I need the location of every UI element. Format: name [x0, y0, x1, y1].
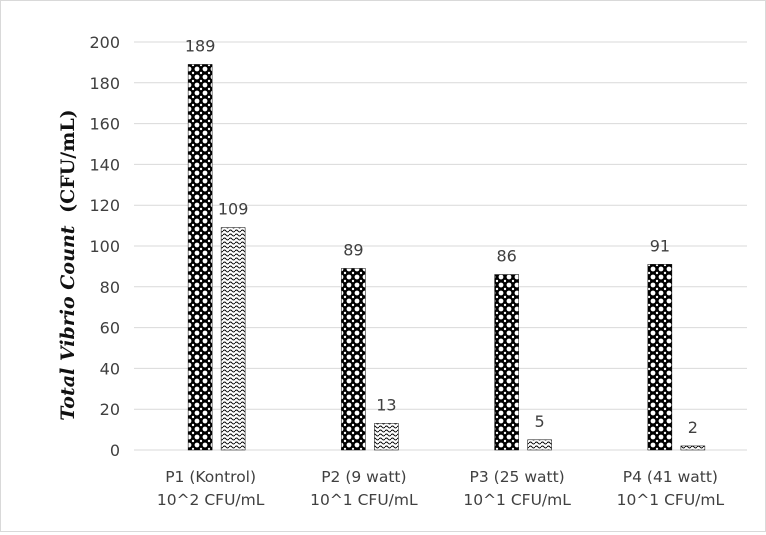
y-axis-label-italic: Total Vibrio Count: [57, 225, 79, 420]
category-label: 10^2 CFU/mL: [157, 491, 265, 509]
data-labels: 189 109 89 13 86 5 91 2: [185, 36, 698, 436]
data-label: 86: [496, 247, 516, 266]
bar-series1-1: [187, 64, 213, 451]
category-label: P4 (41 watt): [623, 468, 718, 486]
category-label: P1 (Kontrol): [165, 468, 256, 486]
y-tick-label: 20: [100, 400, 120, 419]
data-label: 109: [218, 200, 249, 219]
y-tick-label: 140: [89, 155, 120, 174]
category-label: 10^1 CFU/mL: [617, 491, 725, 509]
y-tick-label: 60: [100, 319, 120, 338]
data-label: 2: [688, 418, 698, 437]
bar-series2-3: [527, 439, 552, 451]
data-label: 89: [343, 240, 363, 259]
y-tick-label: 200: [89, 33, 120, 52]
category-label: P2 (9 watt): [321, 468, 406, 486]
data-label: 13: [376, 395, 396, 414]
y-tick-label: 40: [100, 359, 120, 378]
category-labels: P1 (Kontrol) 10^2 CFU/mL P2 (9 watt) 10^1 C…: [157, 468, 725, 509]
data-label: 189: [185, 36, 216, 55]
y-tick-label: 0: [110, 441, 120, 460]
y-tick-label: 100: [89, 237, 120, 256]
bars: [187, 64, 706, 451]
category-label: 10^1 CFU/mL: [463, 491, 571, 509]
bar-series2-1: [220, 227, 246, 451]
y-tick-label: 80: [100, 278, 120, 297]
y-axis-ticks: 0 20 40 60 80 100 120 140 160 180 200: [89, 33, 120, 460]
bar-series2-4: [680, 445, 706, 451]
bar-series1-4: [647, 264, 673, 451]
data-label: 5: [535, 412, 545, 431]
category-label: 10^1 CFU/mL: [310, 491, 418, 509]
y-axis-label: Total Vibrio Count (CFU/mL): [57, 109, 79, 420]
bar-series1-2: [341, 268, 366, 451]
y-axis-label-unit: (CFU/mL): [57, 109, 79, 213]
bar-series1-3: [494, 274, 519, 451]
y-tick-label: 160: [89, 115, 120, 134]
y-tick-label: 120: [89, 196, 120, 215]
bar-series2-2: [374, 423, 399, 451]
y-tick-label: 180: [89, 74, 120, 93]
category-label: P3 (25 watt): [470, 468, 565, 486]
data-label: 91: [650, 236, 670, 255]
